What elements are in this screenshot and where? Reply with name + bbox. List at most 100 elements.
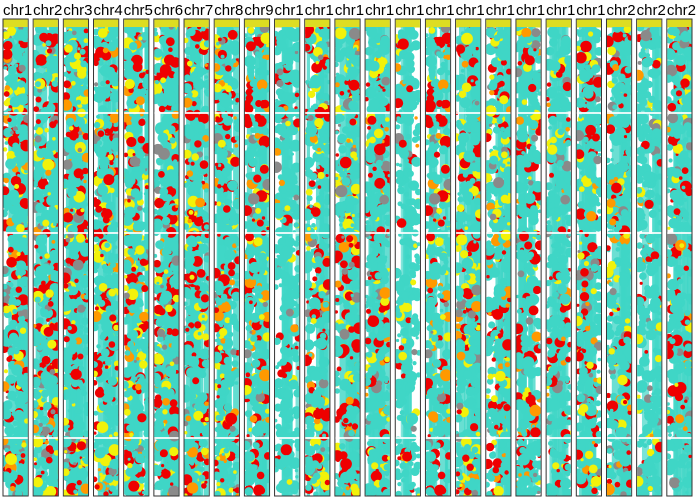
data-point — [124, 275, 128, 279]
panel-label: chr9 — [244, 2, 273, 19]
data-point — [349, 356, 354, 360]
data-point — [292, 50, 300, 63]
data-point — [77, 147, 83, 153]
data-point — [184, 149, 192, 159]
data-point — [262, 301, 268, 308]
data-point — [293, 194, 300, 201]
data-point — [335, 473, 340, 479]
data-point — [65, 237, 71, 243]
data-point — [256, 51, 264, 59]
data-point — [78, 365, 85, 372]
data-point — [139, 311, 149, 322]
data-point — [312, 389, 322, 399]
data-point — [16, 451, 21, 455]
data-point — [6, 281, 10, 285]
data-point — [106, 231, 118, 244]
data-point — [67, 409, 71, 413]
data-point — [155, 317, 165, 327]
row-gap — [33, 112, 58, 114]
data-point — [290, 324, 299, 333]
data-point — [22, 27, 28, 31]
data-point — [132, 153, 136, 156]
panel-label: chr8 — [214, 2, 243, 19]
panel-label: chr6 — [154, 2, 183, 19]
data-point — [231, 291, 239, 302]
data-point — [115, 155, 119, 159]
data-point — [290, 348, 299, 357]
data-point — [189, 461, 195, 466]
data-point — [108, 71, 119, 82]
data-point — [16, 224, 25, 233]
data-point — [6, 424, 14, 432]
data-point — [282, 48, 288, 54]
panel-label: chr1 — [3, 2, 32, 19]
data-point — [281, 167, 286, 172]
data-point — [101, 193, 110, 202]
data-point — [266, 226, 270, 231]
data-point — [322, 301, 329, 308]
data-point — [3, 177, 9, 184]
data-point — [72, 30, 77, 36]
data-point — [124, 152, 129, 158]
data-point — [325, 233, 330, 239]
data-point — [353, 47, 358, 51]
data-point — [111, 137, 119, 147]
data-point — [244, 451, 255, 462]
panel-marks — [124, 27, 149, 496]
data-point — [281, 193, 288, 199]
data-point — [73, 121, 80, 128]
data-point — [184, 97, 193, 108]
data-point — [257, 145, 267, 155]
data-point — [154, 179, 159, 186]
data-point — [252, 121, 259, 128]
data-point — [186, 55, 190, 60]
data-point — [326, 79, 330, 85]
panel-header-strip — [214, 19, 239, 28]
data-point — [158, 105, 166, 113]
data-point — [83, 89, 89, 97]
data-point — [100, 301, 106, 306]
data-point — [203, 224, 209, 230]
data-point — [200, 27, 206, 32]
data-point — [103, 107, 108, 113]
data-point — [335, 130, 339, 135]
data-point — [348, 100, 359, 111]
data-point — [10, 196, 20, 207]
chromosome-panel: chr1 — [2, 2, 32, 497]
data-point — [204, 459, 207, 463]
panel-header-strip — [365, 19, 390, 28]
panel-marks — [63, 27, 89, 496]
data-point — [7, 65, 17, 75]
data-point — [45, 445, 54, 453]
data-point — [17, 310, 24, 317]
data-point — [3, 408, 12, 420]
data-point — [335, 185, 348, 198]
data-point — [134, 277, 138, 282]
data-point — [50, 409, 56, 415]
data-point — [172, 48, 177, 52]
data-point — [321, 274, 325, 279]
data-point — [223, 237, 232, 246]
row-gap — [124, 232, 149, 234]
data-point — [285, 308, 294, 317]
data-point — [249, 300, 253, 305]
data-point — [33, 324, 37, 328]
panel-header-strip — [335, 19, 360, 28]
data-point — [101, 50, 112, 61]
data-point — [155, 240, 165, 250]
data-point — [69, 130, 79, 141]
data-point — [217, 398, 223, 405]
data-point — [214, 471, 222, 481]
data-point — [107, 224, 118, 235]
data-point — [296, 366, 300, 370]
data-point — [10, 130, 14, 135]
data-point — [279, 304, 289, 313]
data-point — [318, 242, 328, 251]
data-point — [324, 479, 330, 486]
data-point — [322, 454, 330, 462]
data-point — [295, 428, 300, 434]
data-point — [139, 258, 147, 266]
data-point — [19, 174, 24, 179]
data-point — [34, 143, 40, 149]
data-point — [275, 106, 286, 117]
